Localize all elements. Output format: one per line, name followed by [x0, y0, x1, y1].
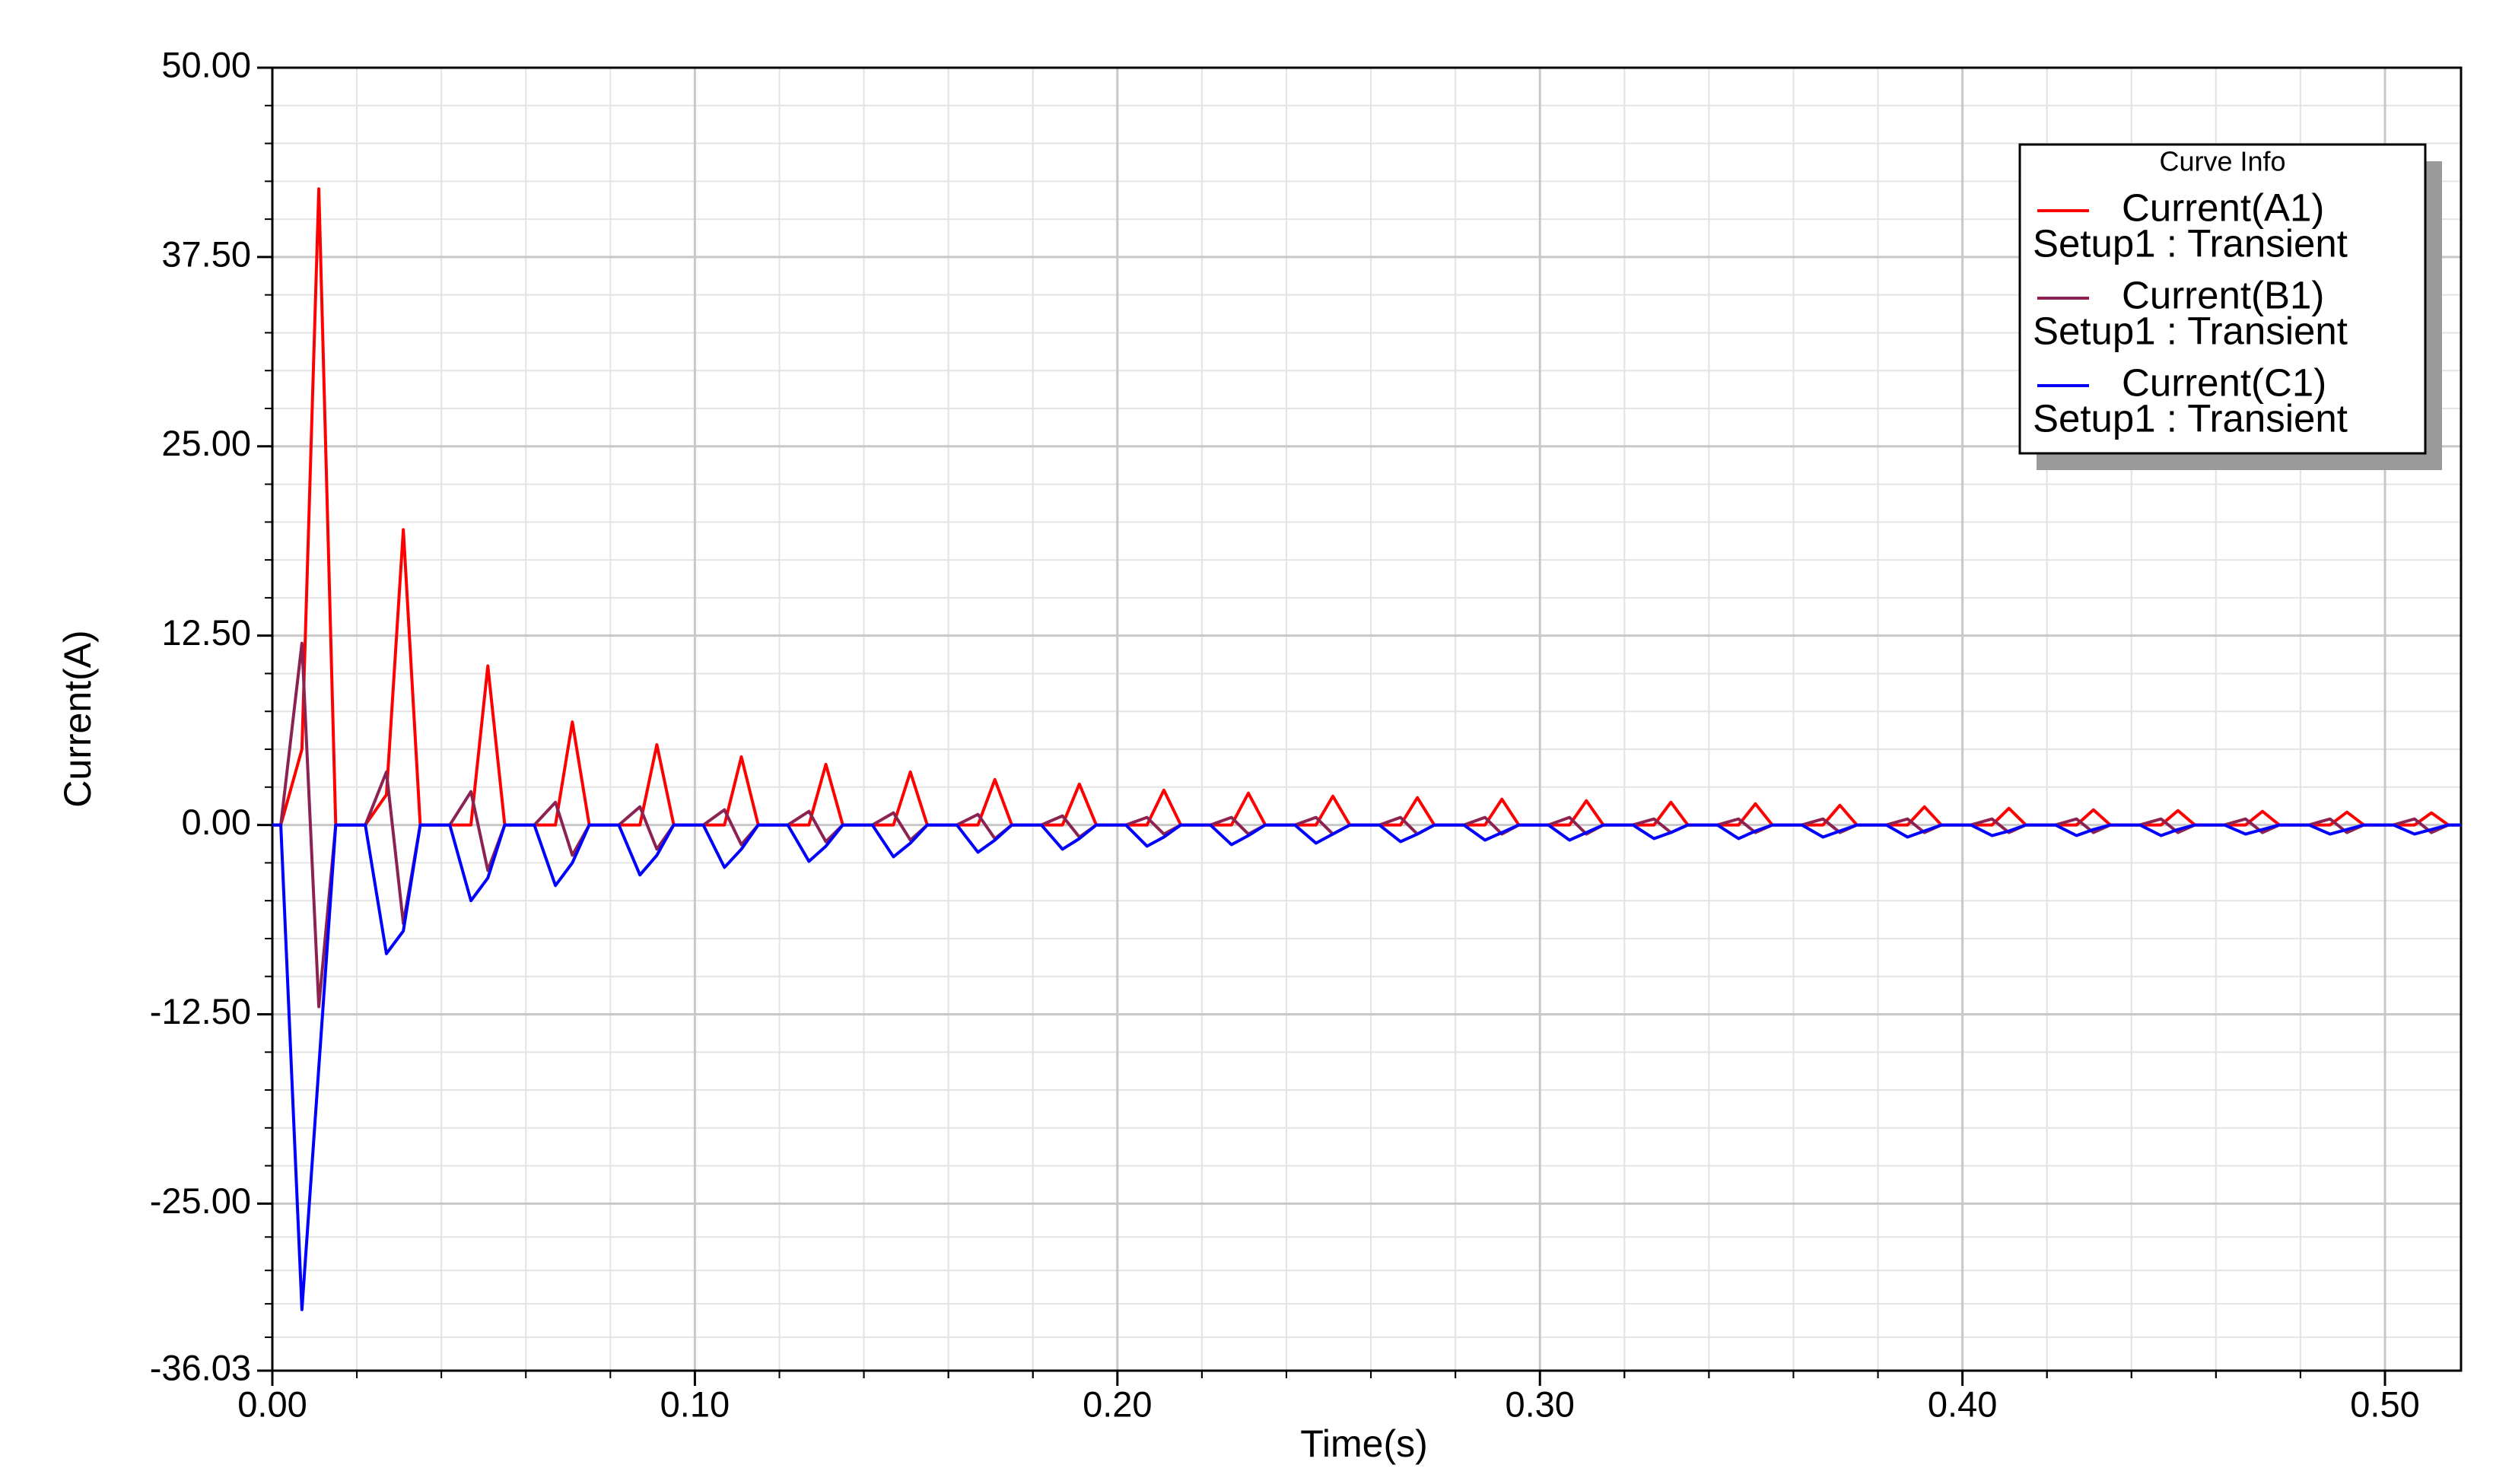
legend-sublabel: Setup1 : Transient [2033, 396, 2348, 440]
x-tick-label: 0.00 [237, 1384, 307, 1424]
legend-label: Current(C1) [2122, 361, 2326, 404]
y-tick-label: 12.50 [161, 612, 251, 653]
x-tick-label: 0.20 [1083, 1384, 1152, 1424]
plot-frame [271, 66, 2463, 1372]
x-tick-label: 0.10 [660, 1384, 730, 1424]
y-tick-label: -12.50 [150, 991, 251, 1031]
y-tick-label: -36.03 [150, 1347, 251, 1387]
legend-sublabel: Setup1 : Transient [2033, 309, 2348, 352]
x-tick-label: 0.30 [1505, 1384, 1574, 1424]
series-line [272, 823, 2461, 1311]
y-tick-label: 0.00 [182, 802, 251, 842]
legend-label: Current(A1) [2122, 186, 2324, 229]
y-tick-label: 37.50 [161, 234, 251, 274]
x-axis-title: Time(s) [1300, 1422, 1428, 1465]
x-tick-label: 0.40 [1928, 1384, 1997, 1424]
y-axis-title: Current(A) [56, 630, 99, 807]
y-tick-label: 25.00 [161, 423, 251, 463]
legend-title: Curve Info [2159, 146, 2285, 177]
legend-sublabel: Setup1 : Transient [2033, 221, 2348, 265]
y-tick-label: -25.00 [150, 1181, 251, 1221]
legend-label: Current(B1) [2122, 273, 2324, 316]
x-tick-label: 0.50 [2350, 1384, 2419, 1424]
y-tick-label: 50.00 [161, 44, 251, 84]
